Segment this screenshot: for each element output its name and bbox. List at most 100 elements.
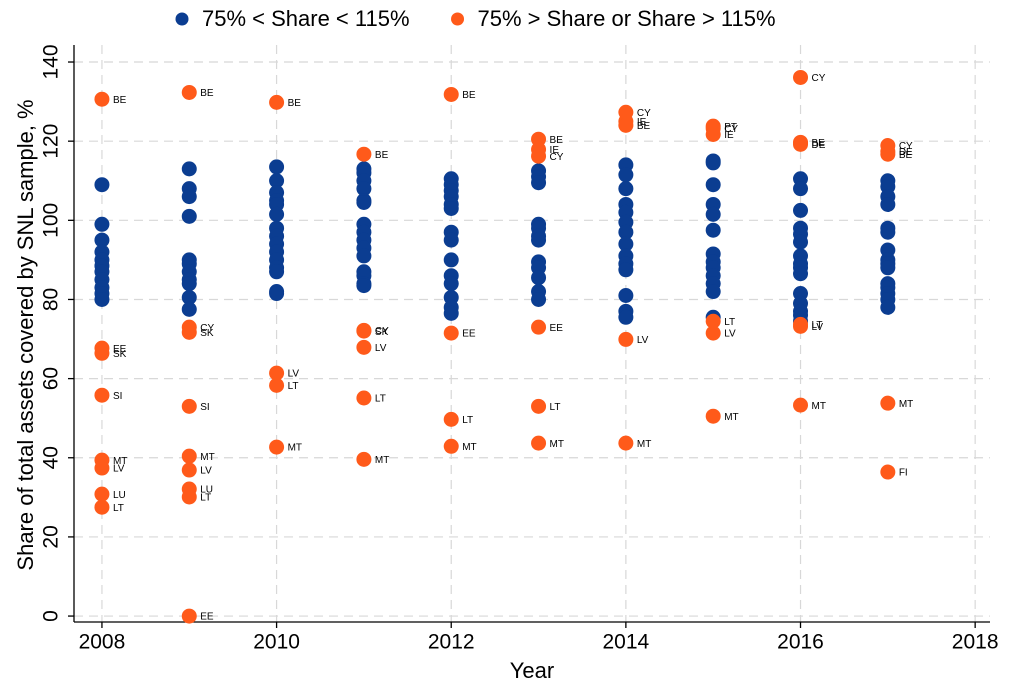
point <box>705 325 721 341</box>
point-label: SK <box>113 349 127 360</box>
point <box>94 232 110 248</box>
point <box>443 200 459 216</box>
point-label: IE <box>724 130 734 141</box>
point <box>356 195 372 211</box>
point-label: CY <box>375 326 389 337</box>
point-label: MT <box>550 439 564 450</box>
point <box>618 331 634 347</box>
point <box>94 387 110 403</box>
point-label: LV <box>288 369 300 380</box>
point <box>269 206 285 222</box>
point-label: SK <box>375 327 389 338</box>
point <box>531 270 547 286</box>
point <box>618 288 634 304</box>
point <box>269 439 285 455</box>
point-label: SI <box>113 391 122 402</box>
point-label: CY <box>812 73 826 84</box>
point-label: LV <box>375 343 387 354</box>
point-label: LT <box>724 317 735 328</box>
point <box>269 365 285 381</box>
point <box>181 398 197 414</box>
point <box>618 435 634 451</box>
point-label: LT <box>113 503 124 514</box>
point <box>181 84 197 100</box>
point-label: SI <box>200 402 209 413</box>
point-label: LT <box>550 402 561 413</box>
x-tick-label: 2014 <box>603 631 650 654</box>
point <box>94 345 110 361</box>
point-label: PT <box>724 122 737 133</box>
point <box>181 161 197 177</box>
point-label: IE <box>637 117 647 128</box>
y-tick-label: 20 <box>40 525 63 548</box>
point <box>443 232 459 248</box>
point <box>531 291 547 307</box>
point-label: MT <box>812 401 826 412</box>
point <box>705 155 721 171</box>
point-label: LV <box>113 464 125 475</box>
point-label: MT <box>113 456 127 467</box>
point <box>793 318 809 334</box>
point <box>443 438 459 454</box>
point <box>531 319 547 335</box>
point <box>181 324 197 340</box>
x-tick-label: 2010 <box>253 631 300 654</box>
point <box>531 175 547 191</box>
point <box>618 262 634 278</box>
point <box>793 397 809 413</box>
point <box>94 91 110 107</box>
point <box>356 339 372 355</box>
point-label: SK <box>200 328 214 339</box>
point <box>356 390 372 406</box>
y-axis-title: Share of total assets covered by SNL sam… <box>13 99 38 570</box>
point-label: MT <box>375 455 389 466</box>
point <box>705 126 721 142</box>
point <box>880 395 896 411</box>
point <box>269 264 285 280</box>
point <box>443 252 459 268</box>
point <box>443 411 459 427</box>
point-label: LU <box>113 490 126 501</box>
point <box>94 291 110 307</box>
point <box>793 234 809 250</box>
point-label: CY <box>200 323 214 334</box>
legend-label: 75% > Share or Share > 115% <box>478 6 776 31</box>
point <box>269 173 285 189</box>
x-tick-label: 2018 <box>952 631 999 654</box>
point-label: CY <box>637 108 651 119</box>
point-label: LV <box>724 329 736 340</box>
point-label: BE <box>375 150 389 161</box>
point-label: BE <box>288 98 302 109</box>
y-tick-label: 80 <box>40 288 63 311</box>
point <box>880 260 896 276</box>
point <box>793 136 809 152</box>
point <box>356 323 372 339</box>
point <box>269 159 285 175</box>
point-label: DE <box>812 140 826 151</box>
point <box>181 462 197 478</box>
point-label: MT <box>724 412 738 423</box>
point-label: BE <box>550 135 564 146</box>
point <box>356 181 372 197</box>
point <box>443 276 459 292</box>
x-tick-label: 2008 <box>79 631 126 654</box>
point <box>618 224 634 240</box>
point <box>181 489 197 505</box>
point <box>94 499 110 515</box>
point-label: LU <box>200 485 213 496</box>
y-tick-label: 40 <box>40 446 63 469</box>
point <box>618 117 634 133</box>
point-label: MT <box>200 452 214 463</box>
point <box>181 208 197 224</box>
point <box>793 202 809 218</box>
point <box>705 408 721 424</box>
y-tick-label: 100 <box>40 203 63 238</box>
point-label: MT <box>462 442 476 453</box>
point <box>793 181 809 197</box>
point <box>705 284 721 300</box>
point-label: LT <box>462 415 473 426</box>
y-tick-label: 140 <box>40 44 63 79</box>
point-label: DE <box>899 147 913 158</box>
point-label: MT <box>288 443 302 454</box>
